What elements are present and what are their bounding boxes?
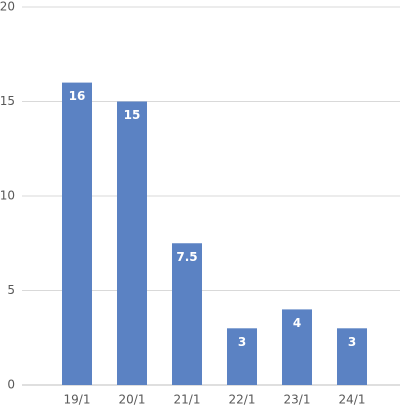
y-tick-label: 20 — [0, 0, 15, 14]
bar — [62, 82, 92, 385]
data-label: 7.5 — [176, 250, 197, 264]
bar — [227, 328, 257, 385]
bar — [117, 101, 147, 385]
data-label: 15 — [124, 108, 141, 122]
x-tick-label: 19/1 — [64, 393, 91, 407]
y-tick-label: 15 — [0, 94, 15, 108]
data-label: 3 — [348, 335, 356, 349]
y-tick-label: 10 — [0, 189, 15, 203]
bar — [172, 243, 202, 385]
x-tick-label: 20/1 — [119, 393, 146, 407]
y-tick-label: 5 — [7, 283, 15, 297]
bar — [282, 309, 312, 385]
x-tick-label: 23/1 — [284, 393, 311, 407]
x-tick-label: 22/1 — [229, 393, 256, 407]
bar — [337, 328, 367, 385]
data-label: 4 — [293, 316, 301, 330]
data-label: 16 — [69, 89, 86, 103]
y-tick-label: 0 — [7, 378, 15, 392]
x-tick-label: 24/1 — [339, 393, 366, 407]
data-label: 3 — [238, 335, 246, 349]
x-tick-label: 21/1 — [174, 393, 201, 407]
